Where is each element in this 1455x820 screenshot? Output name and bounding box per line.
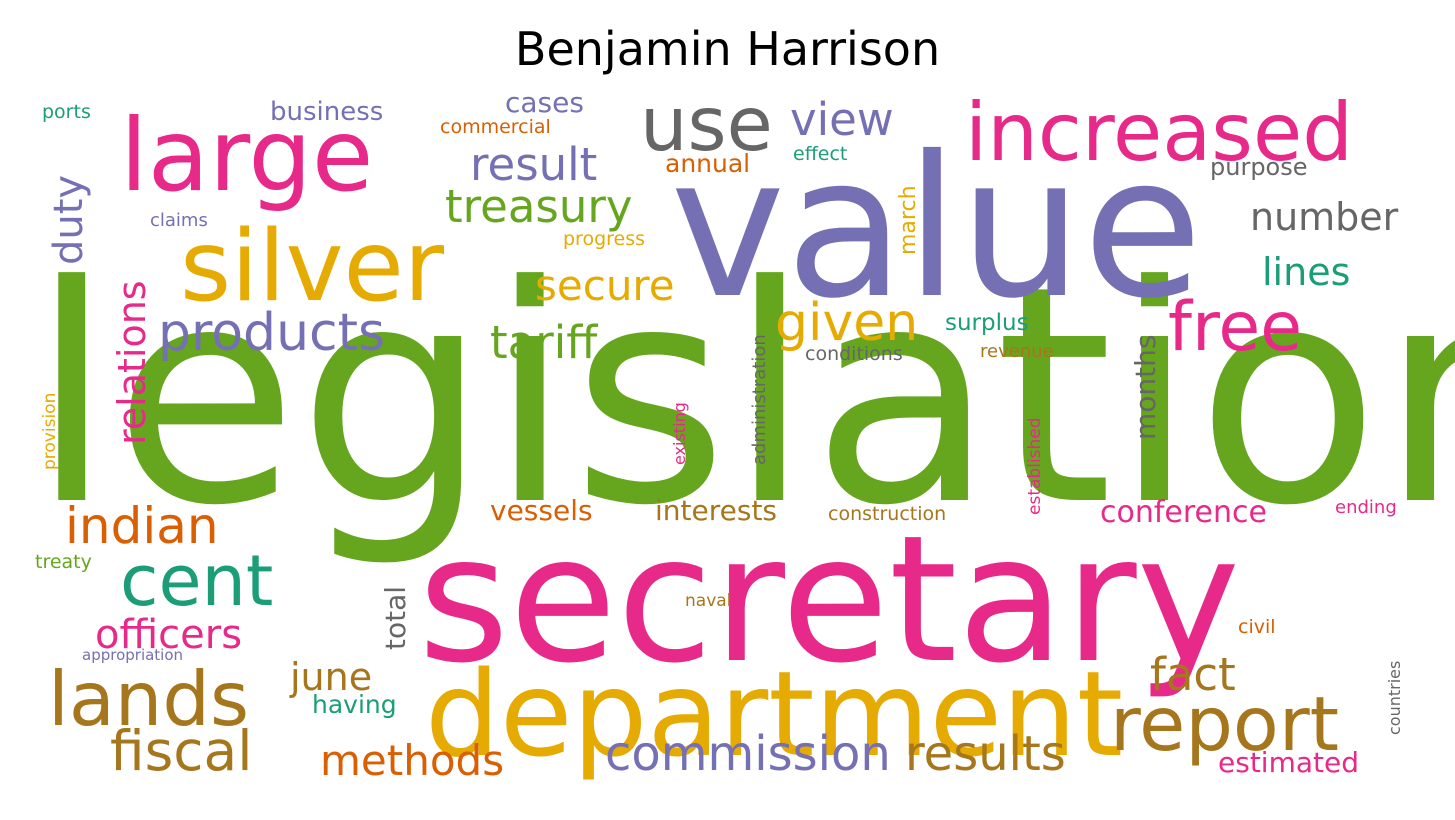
word-established: established (1025, 417, 1045, 515)
word-claims: claims (150, 210, 208, 231)
word-treaty: treaty (35, 551, 92, 573)
word-vessels: vessels (490, 494, 593, 527)
word-number: number (1250, 195, 1399, 239)
word-department: department (425, 645, 1123, 783)
word-large: large (120, 97, 373, 214)
word-business: business (270, 97, 383, 127)
word-result: result (470, 138, 597, 191)
word-secretary: secretary (418, 499, 1240, 702)
word-fiscal: fiscal (110, 719, 253, 783)
word-having: having (312, 690, 397, 719)
word-appropriation: appropriation (82, 646, 183, 664)
word-effect: effect (793, 143, 847, 165)
word-conference: conference (1100, 495, 1267, 530)
word-ending: ending (1335, 497, 1397, 518)
word-fact: fact (1150, 648, 1236, 701)
word-silver: silver (180, 210, 445, 324)
word-interests: interests (655, 494, 777, 527)
word-view: view (790, 93, 894, 146)
word-lands: lands (48, 655, 249, 743)
word-existing: existing (670, 402, 689, 465)
word-progress: progress (563, 228, 645, 250)
word-months: months (1129, 335, 1162, 440)
word-naval: naval (685, 591, 731, 611)
word-annual: annual (665, 149, 750, 178)
word-commercial: commercial (440, 116, 551, 138)
word-march: march (896, 185, 921, 255)
word-cent: cent (120, 540, 273, 622)
word-value: value (670, 114, 1203, 341)
word-legislation: legislation (30, 222, 1455, 571)
word-officers: officers (95, 612, 242, 658)
word-results: results (905, 726, 1066, 782)
word-duty: duty (46, 175, 92, 265)
word-given: given (775, 293, 918, 353)
word-commission: commission (605, 726, 891, 782)
word-construction: construction (828, 503, 946, 525)
word-tariff: tariff (490, 316, 598, 369)
chart-title: Benjamin Harrison (514, 22, 941, 76)
word-ports: ports (42, 101, 91, 123)
word-purpose: purpose (1210, 153, 1308, 181)
word-cases: cases (505, 86, 584, 119)
word-methods: methods (320, 736, 504, 785)
word-treasury: treasury (445, 180, 633, 233)
word-civil: civil (1238, 616, 1276, 638)
word-revenue: revenue (980, 341, 1054, 362)
word-secure: secure (535, 261, 675, 310)
word-use: use (640, 80, 773, 168)
word-total: total (379, 586, 412, 650)
word-relations: relations (110, 280, 154, 445)
word-report: report (1110, 680, 1339, 768)
word-lines: lines (1262, 250, 1350, 294)
word-products: products (158, 303, 385, 363)
word-june: june (289, 655, 372, 699)
word-free: free (1168, 288, 1302, 367)
word-administration: administration (749, 334, 770, 465)
word-conditions: conditions (805, 343, 903, 365)
word-indian: indian (65, 497, 219, 555)
word-provision: provision (40, 393, 60, 470)
word-increased: increased (965, 86, 1353, 179)
word-estimated: estimated (1218, 746, 1359, 779)
word-countries: countries (1385, 661, 1404, 735)
word-surplus: surplus (945, 310, 1029, 336)
